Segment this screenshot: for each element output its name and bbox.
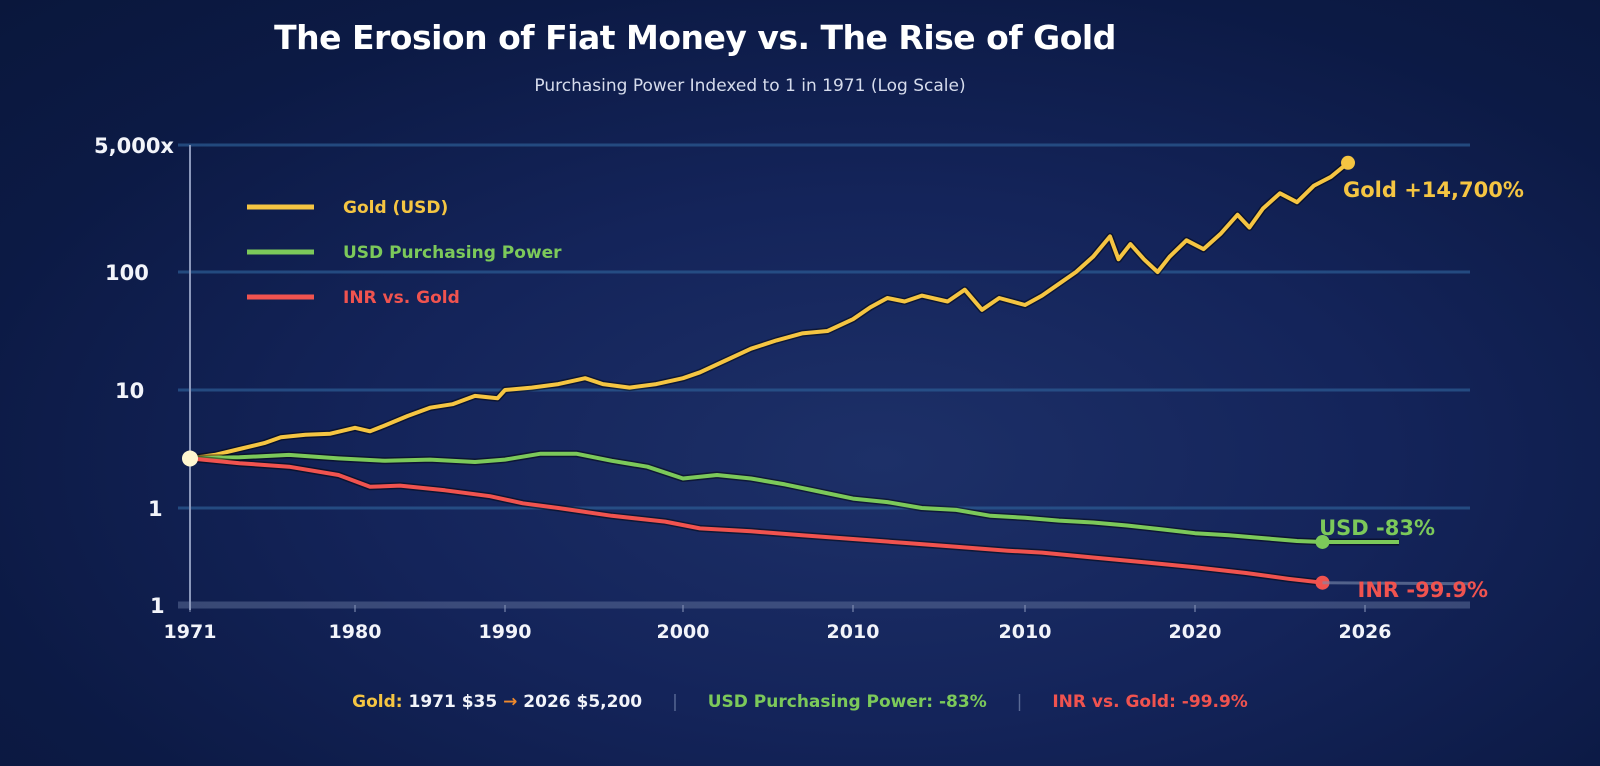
footer-gold-start: 1971 $35 [408,692,498,712]
series-line-inr-vs-gold [189,456,1323,585]
arrow-right-icon: → [503,692,518,712]
legend-label[interactable]: USD Purchasing Power [343,243,562,263]
x-axis: 1971 1980 1990 2000 2010 2010 2020 2026 [164,605,1392,643]
y-tick-label: 1 [148,497,163,521]
chart-subtitle: Purchasing Power Indexed to 1 in 1971 (L… [534,76,966,96]
series-line-gold-usd- [189,161,1350,461]
x-tick-label: 2010 [999,621,1052,643]
footer-inr: INR vs. Gold: -99.9% [1052,692,1248,712]
x-tick-label: 2026 [1339,621,1392,643]
legend-label[interactable]: Gold (USD) [343,198,448,218]
end-labels: Gold +14,700% USD -83% INR -99.9% [1319,178,1524,602]
y-tick-label: 10 [115,379,144,403]
legend-label[interactable]: INR vs. Gold [343,288,460,308]
y-tick-label: 100 [105,261,149,285]
y-tick-label: 1 [150,594,165,618]
end-label: USD -83% [1319,516,1435,540]
x-tick-label: 1990 [479,621,532,643]
footer-separator: | [672,692,678,712]
footer-usd: USD Purchasing Power: -83% [707,692,987,712]
end-label: INR -99.9% [1358,578,1488,602]
footer-separator: | [1016,692,1023,712]
end-marker [1341,155,1355,170]
origin-marker [182,450,198,467]
x-tick-label: 1980 [329,621,382,643]
series-shadow [189,450,1399,546]
inr-extension [1322,581,1471,586]
x-tick-label: 2020 [1169,621,1222,643]
series-group [182,155,1471,590]
end-marker [1315,534,1330,549]
series-line-usd-purchasing-power [189,451,1399,544]
footer-gold-label: Gold: [352,692,403,712]
x-tick-label: 2010 [827,621,880,643]
x-tick-label: 2000 [657,621,710,643]
legend: Gold (USD) USD Purchasing Power INR vs. Go… [247,198,562,308]
footer-gold-end: 2026 $5,200 [523,692,643,712]
y-tick-label: 5,000x [94,134,174,158]
end-label: Gold +14,700% [1343,178,1524,202]
footer-summary: Gold: 1971 $35 → 2026 $5,200 | USD Purch… [240,692,1360,712]
gridlines [178,143,1470,610]
y-axis: 5,000x 100 10 1 1 [94,134,174,618]
x-tick-label: 1971 [164,621,217,643]
chart-title: The Erosion of Fiat Money vs. The Rise o… [274,18,1116,57]
